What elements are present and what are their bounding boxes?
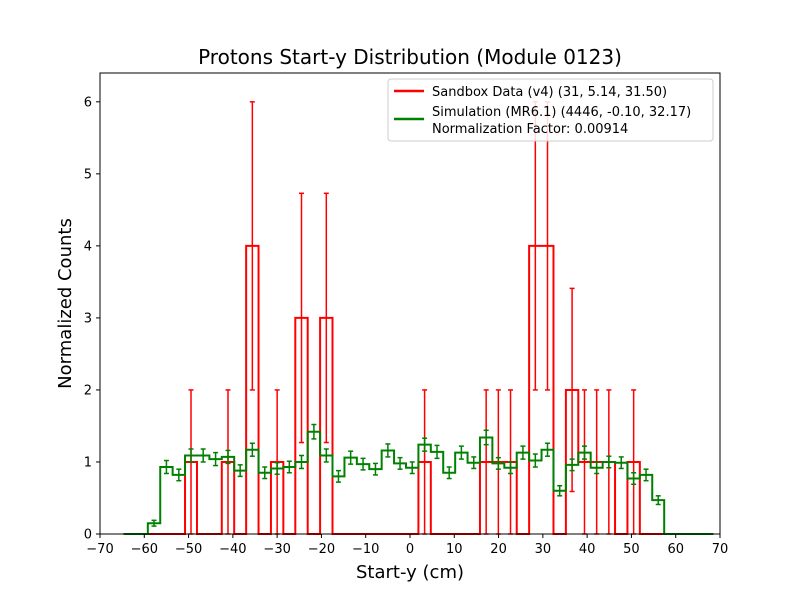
y-axis-label: Normalized Counts <box>55 218 76 389</box>
legend-label-simulation: Simulation (MR6.1) (4446, -0.10, 32.17) <box>432 105 691 120</box>
x-tick-label: 60 <box>667 542 684 557</box>
x-tick-label: 30 <box>535 542 552 557</box>
x-tick-label: −50 <box>175 542 202 557</box>
x-tick-label: −20 <box>308 542 335 557</box>
chart-title: Protons Start-y Distribution (Module 012… <box>198 45 622 69</box>
x-tick-label: 10 <box>446 542 463 557</box>
x-tick-label: 50 <box>623 542 640 557</box>
x-tick-label: 40 <box>579 542 596 557</box>
x-tick-label: −30 <box>263 542 290 557</box>
y-axis: 0 1 2 3 4 5 6 <box>84 95 100 543</box>
y-tick-label: 0 <box>84 528 92 543</box>
x-tick-label: 20 <box>490 542 507 557</box>
plot-series-group <box>123 101 714 535</box>
x-tick-label: −10 <box>352 542 379 557</box>
x-tick-label: −40 <box>219 542 246 557</box>
x-tick-label: 70 <box>712 542 729 557</box>
series-1 <box>123 423 714 535</box>
x-tick-label: 0 <box>406 542 414 557</box>
x-axis-label: Start-y (cm) <box>356 562 464 583</box>
x-tick-label: −60 <box>131 542 158 557</box>
x-axis: −70 −60 −50 −40 −30 −20 −10 0 10 20 30 40 50 60 70 <box>86 534 728 557</box>
step-line-simulation <box>123 430 714 535</box>
legend-normalization-factor: Normalization Factor: 0.00914 <box>432 122 628 137</box>
y-tick-label: 6 <box>84 95 92 110</box>
y-tick-label: 2 <box>84 383 92 398</box>
legend: Sandbox Data (v4) (31, 5.14, 31.50) Simu… <box>387 78 714 142</box>
x-tick-label: −70 <box>86 542 113 557</box>
y-tick-label: 5 <box>84 167 92 182</box>
y-tick-label: 1 <box>84 455 92 470</box>
legend-box <box>387 78 714 142</box>
y-tick-label: 3 <box>84 311 92 326</box>
y-tick-label: 4 <box>84 239 92 254</box>
legend-label-sandbox-data: Sandbox Data (v4) (31, 5.14, 31.50) <box>432 85 667 100</box>
